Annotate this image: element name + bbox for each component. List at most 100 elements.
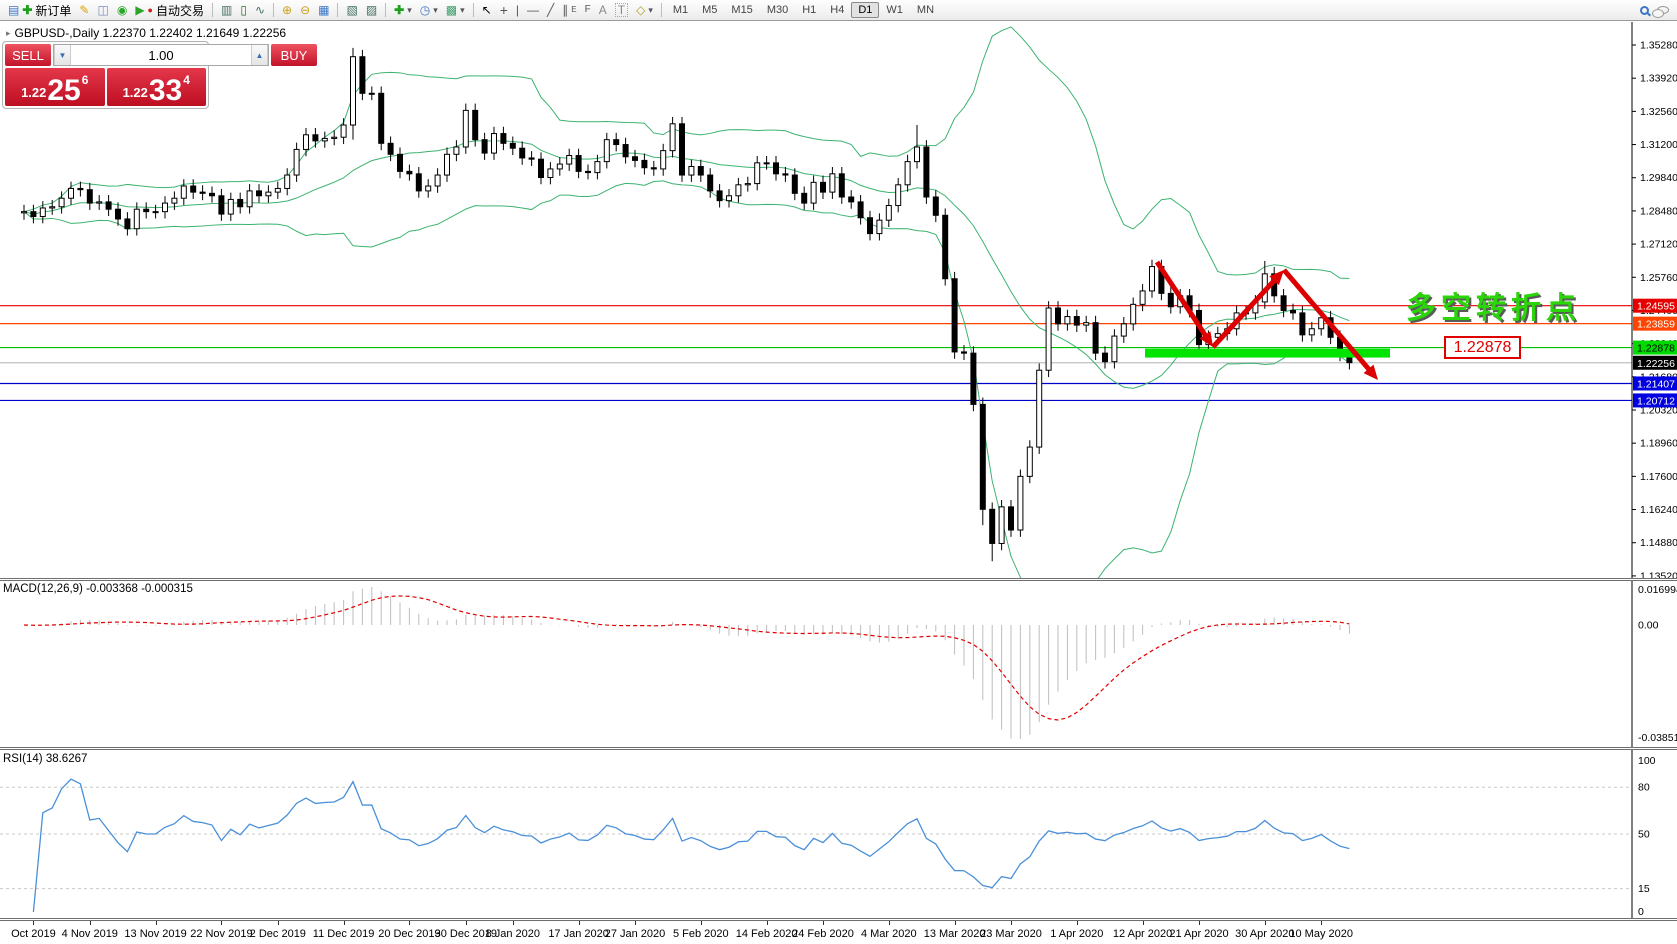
- date-tick: [343, 921, 345, 925]
- templates-button[interactable]: ▩ ▾: [442, 1, 469, 19]
- vertical-line-icon: |: [515, 3, 520, 17]
- timeframe-m30-button[interactable]: M30: [766, 4, 789, 16]
- volume-spinner: ▼ ▲: [53, 44, 269, 66]
- profiles-button[interactable]: ◫: [93, 1, 112, 19]
- buy-button[interactable]: BUY: [271, 44, 317, 66]
- toolbar-separator: [337, 3, 339, 17]
- date-tick: [89, 921, 91, 925]
- zoom-out-button[interactable]: ⊖: [296, 1, 314, 19]
- timeframe-w1-button[interactable]: W1: [886, 4, 903, 16]
- data-window-button[interactable]: ▨: [362, 1, 381, 19]
- price-badge: 1.23859: [1633, 316, 1677, 331]
- timeframe-m1-button[interactable]: M1: [672, 4, 689, 16]
- toolbar-separator: [273, 3, 275, 17]
- timeframe-mn-button[interactable]: MN: [916, 4, 935, 16]
- date-tick: [1011, 921, 1012, 925]
- timeframe-m15-button[interactable]: M15: [731, 4, 753, 16]
- trend-arrows[interactable]: [1154, 260, 1378, 380]
- community-button[interactable]: [1652, 1, 1673, 19]
- navigator-button[interactable]: ▧: [342, 1, 361, 19]
- date-tick: [1264, 921, 1266, 925]
- bar-chart-icon: ▥: [221, 3, 233, 17]
- date-tick: [1321, 921, 1323, 925]
- text-button[interactable]: A: [595, 1, 611, 19]
- svg-text:1.22256: 1.22256: [1637, 358, 1675, 370]
- new-order-label: 新订单: [35, 3, 72, 18]
- sell-button[interactable]: SELL: [5, 44, 51, 66]
- line-chart-icon: ∿: [254, 3, 266, 17]
- buy-price-display[interactable]: 1.22 33 4: [106, 68, 206, 106]
- cursor-icon: ↖: [481, 3, 492, 17]
- vertical-line-button[interactable]: |: [512, 1, 523, 19]
- bar-chart-button[interactable]: ▥: [217, 1, 236, 19]
- macd-indicator-panel[interactable]: 0.016994 0.00 -0.038519: [0, 581, 1677, 747]
- periods-button[interactable]: ◷ ▾: [416, 1, 442, 19]
- date-tick: [1142, 921, 1144, 925]
- tile-windows-button[interactable]: ▦: [314, 1, 333, 19]
- svg-text:1.16240: 1.16240: [1640, 504, 1677, 516]
- highlighter-button[interactable]: ✎: [75, 1, 93, 19]
- chinese-annotation-text[interactable]: 多空转折点: [1406, 292, 1581, 325]
- fibonacci-button[interactable]: F: [581, 1, 595, 19]
- price-badge: 1.22256: [1633, 355, 1677, 370]
- date-tick: [155, 921, 157, 925]
- panel-divider[interactable]: [0, 578, 1677, 581]
- new-chart-button[interactable]: ✚ ▾: [390, 1, 416, 19]
- timeframe-d1-button[interactable]: D1: [851, 2, 880, 18]
- shapes-icon: ◇: [636, 3, 646, 17]
- support-price-label[interactable]: 1.22878: [1444, 336, 1521, 359]
- panel-divider[interactable]: [0, 918, 1677, 921]
- cursor-button[interactable]: ↖: [478, 1, 496, 19]
- crosshair-icon: +: [499, 2, 508, 18]
- crosshair-button[interactable]: +: [496, 1, 512, 19]
- date-label: 12 Apr 2020: [1112, 928, 1173, 940]
- volume-input[interactable]: [71, 45, 251, 65]
- date-tick: [221, 921, 223, 925]
- zoom-in-button[interactable]: ⊕: [278, 1, 296, 19]
- date-tick: [635, 921, 636, 925]
- shapes-button[interactable]: ◇ ▾: [632, 1, 657, 19]
- svg-text:-0.038519: -0.038519: [1638, 732, 1677, 744]
- date-tick: [700, 921, 702, 925]
- volume-down-button[interactable]: ▼: [54, 45, 71, 65]
- date-label: 23 Mar 2020: [980, 928, 1042, 940]
- date-label: 30 Apr 2020: [1235, 928, 1295, 940]
- svg-text:50: 50: [1638, 829, 1650, 841]
- horizontal-line-button[interactable]: —: [523, 1, 543, 19]
- sell-price-big: 25: [47, 73, 81, 107]
- timeframe-h4-button[interactable]: H4: [830, 4, 845, 16]
- support-zone-rectangle[interactable]: [1145, 348, 1390, 358]
- dropdown-icon: ▾: [433, 4, 438, 15]
- label-button[interactable]: T: [611, 1, 632, 19]
- buy-price-prefix: 1.22: [122, 85, 148, 100]
- new-order-button[interactable]: ▤ ✚ 新订单: [4, 1, 75, 19]
- date-tick: [578, 921, 580, 925]
- signals-button[interactable]: ◉: [113, 1, 131, 19]
- line-chart-button[interactable]: ∿: [251, 1, 269, 19]
- price-badge: 1.22878: [1633, 340, 1677, 355]
- date-label: 22 Nov 2019: [190, 928, 253, 940]
- timeframe-h1-button[interactable]: H1: [802, 4, 817, 16]
- candlestick-chart-button[interactable]: ▯: [236, 1, 251, 19]
- timeframe-m5-button[interactable]: M5: [702, 4, 718, 16]
- panel-divider[interactable]: [0, 747, 1677, 750]
- auto-trading-button[interactable]: ▶ ● 自动交易: [131, 1, 208, 19]
- svg-text:15: 15: [1638, 883, 1650, 895]
- channel-button[interactable]: ∥ E: [558, 1, 580, 19]
- date-tick: [1076, 921, 1078, 925]
- toolbar-separator: [472, 3, 474, 17]
- label-icon: T: [614, 3, 629, 17]
- sell-price-pip: 6: [81, 73, 89, 87]
- svg-text:80: 80: [1638, 782, 1650, 794]
- sell-price-prefix: 1.22: [21, 85, 47, 100]
- svg-text:1.20320: 1.20320: [1640, 404, 1677, 416]
- sell-price-display[interactable]: 1.22 25 6: [5, 68, 105, 106]
- date-label: 13 Nov 2019: [124, 928, 187, 940]
- rsi-indicator-panel[interactable]: 100 80 50 15 0: [0, 750, 1677, 918]
- volume-up-button[interactable]: ▲: [251, 45, 268, 65]
- search-button[interactable]: [1636, 1, 1653, 19]
- svg-text:1.31200: 1.31200: [1640, 139, 1677, 151]
- main-price-chart[interactable]: 1.35280 1.33920 1.32560 1.31200 1.29840 1.284…: [0, 22, 1677, 578]
- trendline-button[interactable]: ╱: [543, 1, 558, 19]
- data-window-icon: ▨: [365, 3, 378, 17]
